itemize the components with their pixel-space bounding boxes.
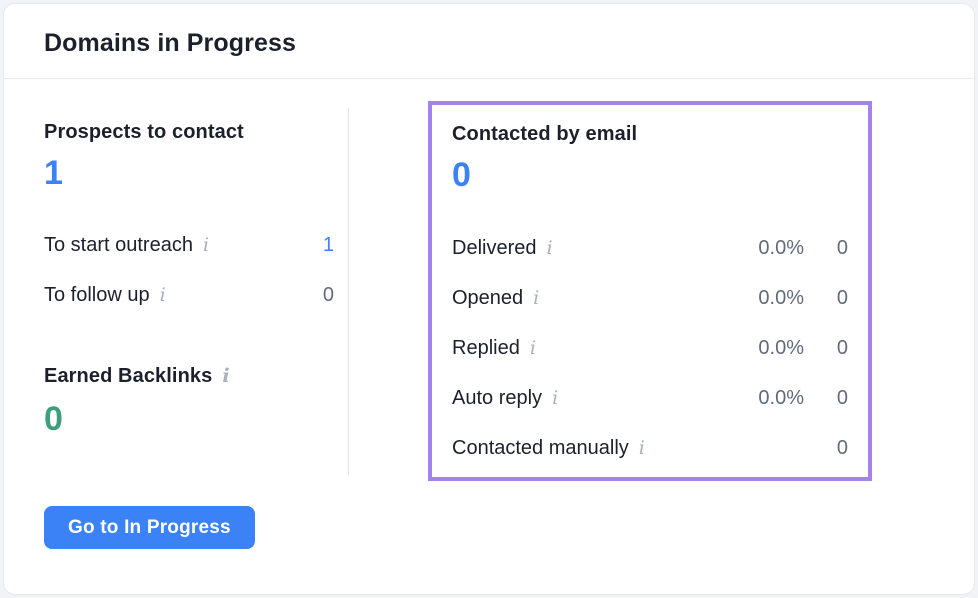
replied-percent: 0.0%: [758, 337, 804, 359]
info-icon[interactable]: i: [529, 337, 536, 359]
to-start-outreach-label: To start outreach: [44, 234, 193, 256]
prospects-column: Prospects to contact 1 To start outreach…: [44, 79, 388, 549]
to-start-outreach-row: To start outreach i 1: [44, 232, 334, 259]
replied-label: Replied: [452, 337, 520, 359]
to-follow-up-value: 0: [322, 284, 334, 306]
delivered-count: 0: [836, 237, 848, 259]
delivered-percent: 0.0%: [758, 237, 804, 259]
opened-count: 0: [836, 287, 848, 309]
earned-backlinks-value: 0: [44, 400, 63, 438]
auto-reply-label: Auto reply: [452, 387, 543, 409]
to-start-outreach-value[interactable]: 1: [322, 234, 334, 256]
auto-reply-label-wrap: Auto reply i: [452, 387, 744, 410]
column-divider: [348, 108, 349, 475]
info-icon[interactable]: i: [533, 287, 540, 309]
card-body: Prospects to contact 1 To start outreach…: [4, 79, 974, 549]
prospects-value: 1: [44, 154, 63, 192]
earned-backlinks-heading: Earned Backlinks i: [44, 365, 388, 388]
auto-reply-count: 0: [836, 387, 848, 409]
opened-label-wrap: Opened i: [452, 287, 744, 310]
delivered-label-wrap: Delivered i: [452, 237, 744, 260]
email-metric-rows: Delivered i 0.0% 0 Opened i 0.0% 0: [452, 235, 848, 462]
contacted-manually-count: 0: [836, 437, 848, 459]
replied-label-wrap: Replied i: [452, 337, 744, 360]
contacted-by-email-heading: Contacted by email: [452, 123, 638, 145]
earned-backlinks-label: Earned Backlinks: [44, 365, 213, 387]
prospects-heading: Prospects to contact: [44, 121, 244, 143]
contacted-by-email-panel: Contacted by email 0 Delivered i 0.0% 0 …: [428, 101, 872, 481]
prospects-rows: To start outreach i 1 To follow up i 0: [44, 232, 388, 309]
to-follow-up-row: To follow up i 0: [44, 282, 334, 309]
opened-label: Opened: [452, 287, 524, 309]
replied-count: 0: [836, 337, 848, 359]
go-to-in-progress-button[interactable]: Go to In Progress: [44, 506, 255, 549]
info-icon[interactable]: i: [159, 284, 166, 306]
contacted-by-email-value: 0: [452, 156, 471, 194]
to-start-outreach-label-wrap: To start outreach i: [44, 234, 304, 257]
domains-in-progress-card: Domains in Progress Prospects to contact…: [3, 3, 975, 595]
delivered-label: Delivered: [452, 237, 537, 259]
to-follow-up-label: To follow up: [44, 284, 150, 306]
page-title: Domains in Progress: [44, 28, 296, 57]
delivered-row: Delivered i 0.0% 0: [452, 235, 848, 262]
contacted-manually-row: Contacted manually i 0: [452, 435, 848, 462]
opened-row: Opened i 0.0% 0: [452, 285, 848, 312]
info-icon[interactable]: i: [222, 365, 230, 387]
card-header: Domains in Progress: [4, 4, 974, 79]
opened-percent: 0.0%: [758, 287, 804, 309]
info-icon[interactable]: i: [546, 237, 553, 259]
info-icon[interactable]: i: [202, 234, 210, 256]
auto-reply-row: Auto reply i 0.0% 0: [452, 385, 848, 412]
earned-backlinks-block: Earned Backlinks i 0: [44, 365, 388, 436]
auto-reply-percent: 0.0%: [758, 387, 804, 409]
contacted-manually-label: Contacted manually: [452, 437, 629, 459]
to-follow-up-label-wrap: To follow up i: [44, 284, 304, 307]
contacted-manually-label-wrap: Contacted manually i: [452, 437, 744, 460]
info-icon[interactable]: i: [638, 437, 645, 459]
replied-row: Replied i 0.0% 0: [452, 335, 848, 362]
info-icon[interactable]: i: [552, 387, 559, 409]
